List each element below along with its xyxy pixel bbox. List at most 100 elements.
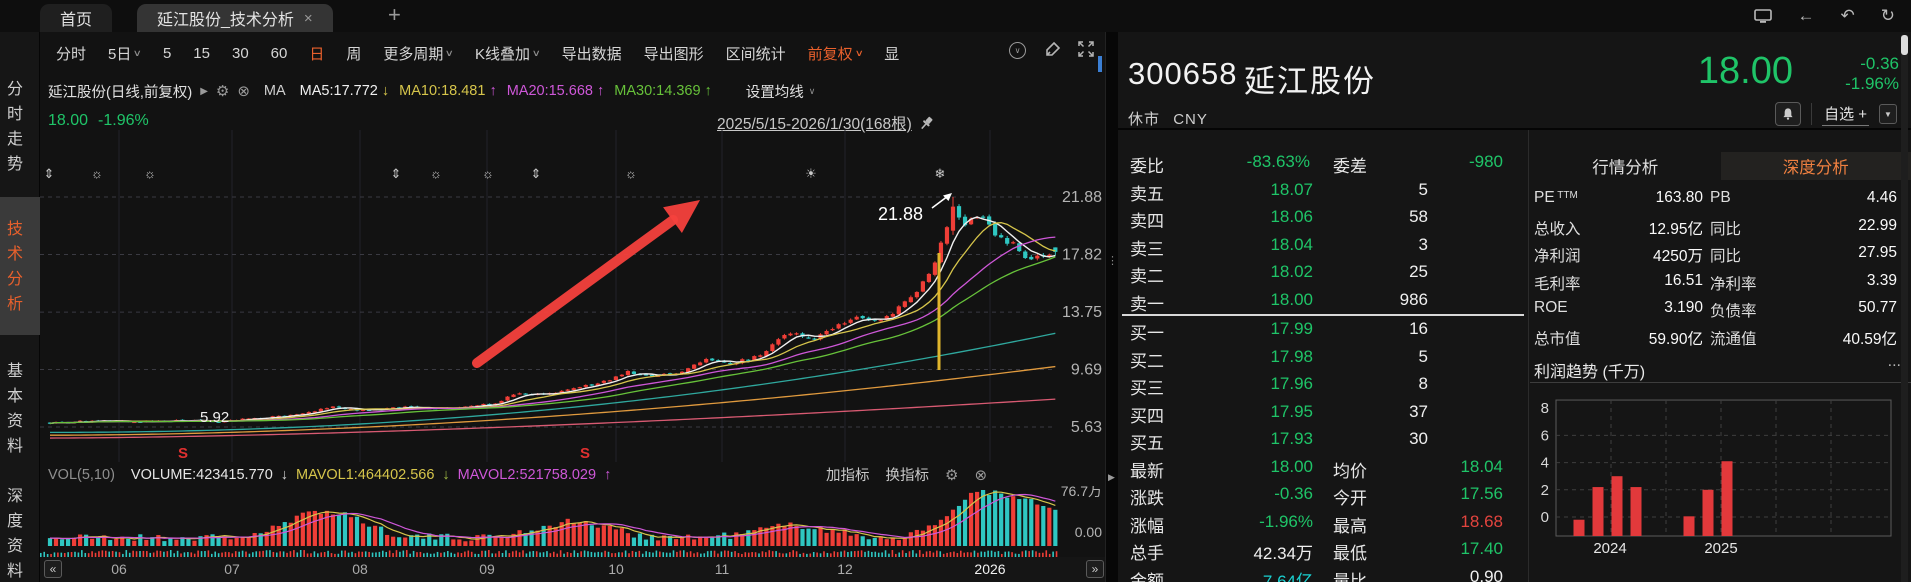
candlestick-chart[interactable]: 21.88 17.82 13.75 9.69 5.63 ⇕ ☼ ☼ ⇕ ☼ ☼ ⇕ ☼ ☀ ❄ 21.88 5.… <box>40 130 1106 462</box>
right-scrollbar[interactable] <box>1901 35 1908 582</box>
svg-text:17.82: 17.82 <box>1062 246 1102 263</box>
quote-stat-row[interactable]: 最新 18.00 均价 18.04 <box>1130 456 1503 481</box>
display-settings-icon[interactable]: ∨ <box>1005 40 1026 59</box>
back-arrow-icon[interactable]: ← <box>1797 6 1815 25</box>
metric-row: ROE 3.190 负债率 50.77 <box>1534 299 1897 320</box>
svg-text:9.69: 9.69 <box>1071 362 1102 379</box>
fullscreen-icon[interactable] <box>1077 40 1095 58</box>
sidebar-item-deep-data[interactable]: 深度资料 <box>4 487 21 582</box>
quote-stat-row[interactable]: 总手 42.34万 最低 17.40 <box>1130 539 1503 563</box>
toolbar-item-12[interactable]: 区间统计 <box>715 43 797 64</box>
analysis-tabs: 行情分析 深度分析 <box>1530 152 1911 180</box>
volume-close-icon[interactable]: ⊗ <box>974 466 988 484</box>
order-book-row[interactable]: 卖三 18.04 3 <box>1130 234 1428 259</box>
event-marker-icon: ⇕ <box>531 166 542 181</box>
toolbar-item-7[interactable]: 周 <box>335 43 372 64</box>
toolbar-item-label: 显 <box>884 45 900 63</box>
order-book-row[interactable]: 买三 17.96 8 <box>1130 374 1428 398</box>
toolbar-item-4[interactable]: 30 <box>221 45 260 62</box>
order-book-row[interactable]: 卖一 18.00 986 <box>1130 289 1428 314</box>
order-imbalance-row[interactable]: 委比 -83.63% 委差 -980 <box>1130 152 1503 176</box>
order-book-row[interactable]: 买二 17.98 5 <box>1130 346 1428 371</box>
visible-range-label[interactable]: 2025/5/15-2026/1/30(168根) <box>717 112 935 134</box>
order-book-row[interactable]: 买四 17.95 37 <box>1130 401 1428 426</box>
order-book-row[interactable]: 买一 17.99 16 <box>1130 319 1428 343</box>
mavol1-value: MAVOL1:464402.566 <box>296 467 435 483</box>
panel-splitter[interactable]: ⋮⋮ ▶ <box>1105 32 1127 582</box>
history-icon[interactable]: ↻ <box>1880 6 1895 25</box>
tab-home[interactable]: 首页 <box>40 4 113 32</box>
toolbar-item-11[interactable]: 导出图形 <box>633 43 715 64</box>
time-axis-label: 08 <box>352 561 368 577</box>
order-book-row[interactable]: 卖二 18.02 25 <box>1130 262 1428 286</box>
time-axis-label: 12 <box>837 561 853 577</box>
indicator-close-icon[interactable]: ⊗ <box>237 83 250 100</box>
time-axis: « » 06 07 08 09 10 11 12 2026 <box>40 557 1106 582</box>
order-book-row[interactable]: 买五 17.93 30 <box>1130 429 1428 453</box>
toolbar-item-9[interactable]: K线叠加 ∨ <box>464 43 551 64</box>
sidebar-item-technical[interactable]: 技术分析 <box>0 197 40 335</box>
current-quote-strip: 18.00 -1.96% <box>48 110 149 132</box>
volume-indicator-header: VOL(5,10) VOLUME:423415.770 ↓ MAVOL1:464… <box>48 464 1103 486</box>
indicator-settings-gear-icon[interactable]: ⚙ <box>215 83 230 100</box>
chevron-down-icon: ∨ <box>445 47 455 58</box>
new-tab-button[interactable]: + <box>388 2 401 27</box>
add-watchlist-button[interactable]: 自选 + <box>1822 103 1869 126</box>
order-book-row[interactable]: 卖四 18.06 58 <box>1130 207 1428 231</box>
order-book-row[interactable]: 卖五 18.07 5 <box>1130 179 1428 204</box>
scrollbar-handle[interactable] <box>1901 35 1908 55</box>
toolbar-item-3[interactable]: 15 <box>182 45 221 62</box>
series-name: 延江股份(日线,前复权) <box>48 84 193 101</box>
pin-icon[interactable] <box>918 115 935 132</box>
tab-stock-analysis[interactable]: 延江股份_技术分析 × <box>137 4 333 32</box>
volume-gear-icon[interactable]: ⚙ <box>945 466 959 484</box>
draw-brush-icon[interactable] <box>1044 41 1061 58</box>
scroll-left-button[interactable]: « <box>44 560 62 578</box>
tab-deep-analysis[interactable]: 深度分析 <box>1720 152 1911 180</box>
scroll-indicator[interactable] <box>1098 56 1102 72</box>
analysis-panel: 行情分析 深度分析 PE TTM 163.80 PB 4.46 总收入 12.95亿 同比 2… <box>1530 152 1911 561</box>
scroll-right-button[interactable]: » <box>1086 560 1104 578</box>
toolbar-item-label: 5 <box>162 44 172 62</box>
tab-close-icon[interactable]: × <box>303 9 313 27</box>
toolbar-item-13[interactable]: 前复权 ∨ <box>797 43 874 64</box>
expand-series-icon[interactable]: ▶ <box>200 85 208 97</box>
toolbar-item-label: K线叠加 <box>475 45 531 63</box>
event-marker-icon: ☼ <box>430 166 442 181</box>
undo-icon[interactable]: ↶ <box>1840 6 1855 25</box>
ma-values: MA5:17.772 ↓ MA10:18.481 ↑ MA20:15.668 ↑ MA… <box>300 83 712 99</box>
ma-settings-button[interactable]: 设置均线 ∨ <box>746 81 816 102</box>
alert-bell-icon[interactable] <box>1775 102 1802 126</box>
toolbar-item-0[interactable]: 分时 <box>45 43 97 64</box>
toolbar-item-1[interactable]: 5日 ∨ <box>97 43 152 64</box>
splitter-collapse-icon[interactable]: ▶ <box>1108 472 1115 482</box>
volume-chart[interactable]: 76.7万 0.00 <box>40 486 1106 548</box>
sidebar-item-intraday[interactable]: 分时走势 <box>4 80 21 180</box>
toolbar-item-5[interactable]: 60 <box>260 45 299 62</box>
timeline-strip[interactable] <box>40 549 1106 557</box>
sidebar-item-fundamental[interactable]: 基本资料 <box>4 362 21 462</box>
toolbar-item-2[interactable]: 5 <box>152 45 182 62</box>
toolbar-item-14[interactable]: 显 <box>873 43 910 64</box>
quote-stat-row[interactable]: 金额 7.64亿 量比 0.90 <box>1130 566 1503 582</box>
vol-value: VOLUME:423415.770 <box>130 467 273 483</box>
screenshot-icon[interactable] <box>1753 8 1772 24</box>
add-indicator-button[interactable]: 加指标 <box>826 468 870 484</box>
toolbar-item-8[interactable]: 更多周期 ∨ <box>372 43 464 64</box>
svg-text:8: 8 <box>1541 400 1549 417</box>
price-change: -0.36 -1.96% <box>1845 54 1899 94</box>
profit-more-button[interactable]: ... <box>1887 353 1901 370</box>
tab-market-analysis[interactable]: 行情分析 <box>1592 159 1659 177</box>
svg-text:13.75: 13.75 <box>1062 304 1102 321</box>
quote-stat-row[interactable]: 涨幅 -1.96% 最高 18.68 <box>1130 511 1503 536</box>
switch-indicator-button[interactable]: 换指标 <box>885 468 930 484</box>
range-text[interactable]: 2025/5/15-2026/1/30(168根) <box>717 116 912 133</box>
profit-trend-chart[interactable]: 8 6 4 2 0 2024 2025 <box>1530 383 1908 561</box>
toolbar-item-10[interactable]: 导出数据 <box>551 43 633 64</box>
quote-stat-row[interactable]: 涨跌 -0.36 今开 17.56 <box>1130 484 1503 508</box>
svg-text:0: 0 <box>1541 509 1549 526</box>
watchlist-dropdown-icon[interactable]: ▼ <box>1879 104 1897 124</box>
svg-text:4: 4 <box>1541 455 1549 472</box>
toolbar-item-6[interactable]: 日 <box>298 43 335 64</box>
profit-trend-title: 利润趋势 (千万) <box>1534 364 1646 381</box>
